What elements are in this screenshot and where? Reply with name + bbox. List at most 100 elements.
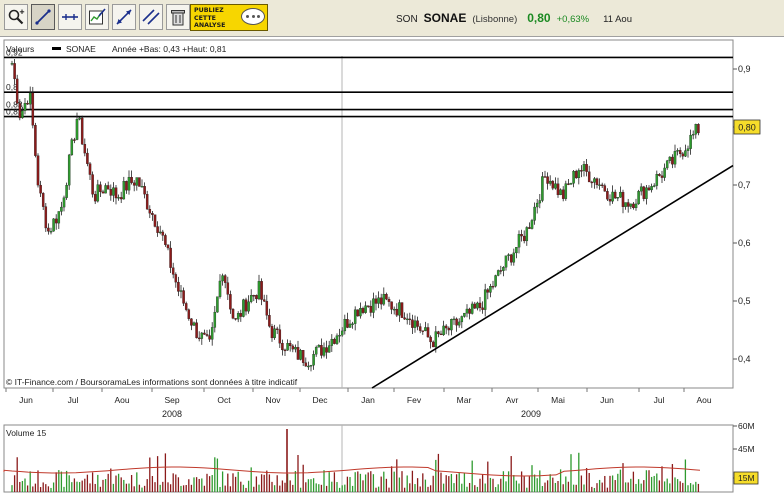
candle-body (21, 110, 24, 119)
candle-body (88, 163, 92, 175)
candle-body (452, 318, 456, 321)
price-panel (3, 39, 734, 389)
candle-body (460, 316, 464, 323)
candle-body (499, 270, 503, 272)
candle-body (335, 335, 339, 344)
candle-body (364, 305, 367, 313)
candle-body (106, 185, 110, 190)
candle-body (130, 177, 133, 183)
candle-body (18, 103, 22, 119)
candle-body (299, 350, 302, 360)
trash-icon (171, 10, 185, 26)
candle-body (655, 174, 659, 186)
candle-body (470, 303, 474, 314)
candle-body (424, 327, 427, 331)
x-tick-label: Jul (68, 395, 79, 405)
candle-body (283, 349, 287, 352)
resistance-label: 0,8 (6, 82, 18, 92)
candle-body (494, 275, 497, 287)
candle-body (686, 148, 690, 151)
candle-body (80, 117, 84, 145)
candle-body (247, 301, 250, 312)
candle-body (73, 139, 76, 141)
candle-body (34, 125, 37, 156)
candle-body (127, 177, 131, 191)
speech-bubble-icon (241, 8, 265, 25)
candle-body (504, 255, 508, 268)
legend-stats: Année +Bas: 0,43 +Haut: 0,81 (112, 44, 227, 54)
x-tick-label: Sep (164, 395, 179, 405)
candle-body (418, 326, 422, 331)
diagonal-arrows-icon (116, 9, 132, 25)
candle-body (515, 247, 518, 254)
volume-tick-label: 60M (738, 421, 755, 431)
candle-body (242, 299, 245, 317)
horizontal-line-icon (62, 14, 78, 20)
candle-body (135, 177, 139, 186)
candle-body (572, 170, 575, 184)
candle-body (221, 275, 224, 282)
candle-body (450, 319, 453, 331)
last-price-label: 0,80 (738, 123, 756, 133)
magnifier-icon (8, 9, 25, 25)
candle-body (561, 189, 565, 199)
legend-series: SONAE (66, 44, 96, 54)
y-tick-label: 0,4 (738, 354, 751, 364)
x-tick-label: Aou (696, 395, 711, 405)
candle-body (689, 134, 692, 149)
channel-tool[interactable] (85, 4, 109, 30)
candle-body (148, 209, 152, 214)
candle-body (606, 191, 609, 200)
candle-body (405, 318, 409, 321)
candle-body (366, 305, 370, 307)
candle-body (213, 311, 217, 328)
candle-body (257, 281, 261, 300)
candle-body (325, 347, 328, 353)
price-chart[interactable]: 0,920,80,830,82 0,40,50,60,70,80,90,80Ju… (0, 37, 784, 496)
candle-body (626, 202, 630, 207)
candle-body (359, 308, 362, 317)
candle-body (270, 326, 274, 339)
volume-average-line (3, 466, 701, 477)
candle-body (613, 191, 617, 199)
candle-body (600, 184, 604, 187)
candle-body (400, 302, 404, 318)
candle-body (197, 337, 201, 340)
candle-body (288, 343, 292, 347)
candle-body (533, 206, 536, 221)
candle-body (119, 197, 123, 200)
candle-body (52, 218, 55, 232)
horizontal-line-tool[interactable] (58, 4, 82, 30)
candle-body (343, 319, 347, 332)
candle-body (244, 299, 248, 312)
candle-body (260, 281, 263, 300)
candle-body (481, 307, 484, 310)
candle-body (522, 235, 526, 242)
candle-body (322, 347, 326, 356)
zoom-tool[interactable] (4, 4, 28, 30)
candle-body (431, 341, 435, 348)
trendline-tool[interactable] (31, 4, 55, 30)
candle-body (392, 308, 396, 311)
resistance-label: 0,83 (6, 100, 23, 110)
candle-body (75, 119, 79, 140)
candle-body (543, 176, 547, 178)
parallel-lines-tool[interactable] (139, 4, 163, 30)
delete-tool[interactable] (166, 4, 190, 30)
fibonacci-tool[interactable] (112, 4, 136, 30)
candle-body (637, 191, 640, 205)
candle-body (99, 184, 102, 192)
candle-body (28, 92, 32, 105)
candle-body (574, 170, 578, 179)
candle-body (535, 202, 539, 208)
publish-analysis-button[interactable]: PUBLIEZ CETTE ANALYSE (190, 4, 268, 31)
candle-body (593, 178, 596, 183)
candle-body (546, 176, 549, 184)
candle-body (517, 234, 521, 248)
candle-body (265, 301, 269, 316)
candle-body (26, 103, 29, 105)
candle-body (317, 345, 321, 348)
candle-body (468, 308, 471, 314)
candle-body (166, 244, 170, 249)
candle-body (210, 327, 214, 340)
